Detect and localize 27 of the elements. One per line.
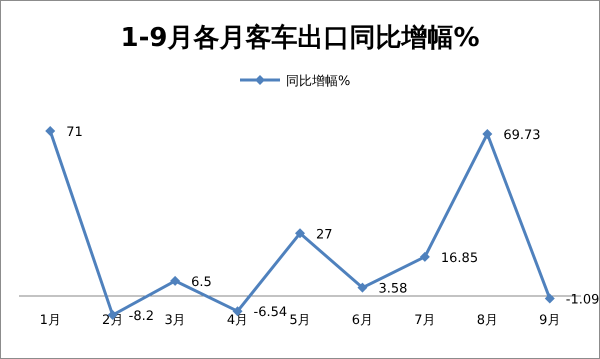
x-tick-label: 5月 xyxy=(289,313,311,328)
x-tick-label: 7月 xyxy=(414,313,436,328)
point xyxy=(482,128,492,139)
x-tick-label: 8月 xyxy=(476,313,498,328)
point xyxy=(170,276,180,286)
data-label: -1.09 xyxy=(566,292,600,308)
x-tick-label: 4月 xyxy=(226,313,248,328)
data-label: -8.2 xyxy=(128,309,154,324)
x-tick-label: 6月 xyxy=(352,313,374,328)
x-tick-label: 3月 xyxy=(164,313,186,328)
data-label: 3.58 xyxy=(378,282,408,297)
data-label: 69.73 xyxy=(503,128,541,143)
point xyxy=(544,294,555,304)
chart-title: 1-9月各月客车出口同比增幅% xyxy=(120,23,480,53)
data-label: 71 xyxy=(66,125,83,140)
data-label: 27 xyxy=(316,227,333,242)
point xyxy=(420,252,430,262)
point xyxy=(295,228,305,238)
data-label: -6.54 xyxy=(254,305,288,320)
data-label: 6.5 xyxy=(191,274,212,290)
x-tick-label: 9月 xyxy=(539,313,560,328)
x-tick-label: 1月 xyxy=(40,313,61,328)
point xyxy=(357,282,368,293)
legend: 同比增幅% xyxy=(240,74,350,89)
data-label: 16.85 xyxy=(440,250,478,266)
point xyxy=(45,126,56,136)
legend-label: 同比增幅% xyxy=(286,74,350,89)
